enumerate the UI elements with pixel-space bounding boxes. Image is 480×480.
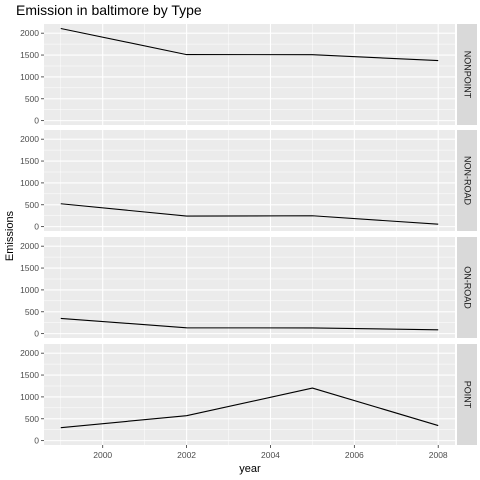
- y-tick-label: 1500: [20, 156, 39, 166]
- x-tick-label: 2008: [429, 450, 448, 460]
- y-tick-label: 500: [25, 414, 39, 424]
- series-line-on-road: [60, 317, 439, 331]
- y-tick-label: 1500: [20, 370, 39, 380]
- panel-non-road: 0 500 1000 1500 2000 NON-ROAD: [20, 130, 477, 232]
- y-tick-label: 1000: [20, 72, 39, 82]
- x-tick-label: 2002: [177, 450, 196, 460]
- panel-nonpoint: 0 500 1000 1500 2000 NONPOINT: [20, 24, 477, 126]
- x-tick-label: 2000: [93, 450, 112, 460]
- series-line-nonpoint: [60, 27, 439, 62]
- y-tick-label: 1500: [20, 263, 39, 273]
- panel-background: [44, 237, 455, 338]
- y-tick-label: 2000: [20, 28, 39, 38]
- y-tick-label: 2000: [20, 134, 39, 144]
- y-tick-label: 2000: [20, 348, 39, 358]
- facet-strip-label: POINT: [463, 381, 473, 409]
- x-tick-label: 2006: [345, 450, 364, 460]
- panel-background: [44, 24, 455, 125]
- panel-on-road: 0 500 1000 1500 2000 ON-ROAD: [20, 237, 477, 339]
- facet-strip-label: NONPOINT: [463, 51, 473, 99]
- y-tick-label: 500: [25, 200, 39, 210]
- x-tick-label: 2004: [261, 450, 280, 460]
- panel-background: [44, 130, 455, 231]
- facet-strip: [457, 344, 477, 445]
- y-axis-label: Emissions: [4, 210, 16, 261]
- y-tick-label: 1500: [20, 50, 39, 60]
- facet-strip: [457, 130, 477, 231]
- x-axis-label: year: [239, 463, 261, 475]
- y-tick-label: 2000: [20, 241, 39, 251]
- panel-point: 0 500 1000 1500 2000 POINT 2000 2002 2004 2006 200…: [20, 344, 477, 460]
- y-tick-label: 500: [25, 94, 39, 104]
- y-tick-label: 0: [34, 222, 39, 232]
- facet-strip-label: ON-ROAD: [463, 266, 473, 309]
- facet-strip: [457, 237, 477, 338]
- panel-background: [44, 344, 455, 445]
- y-tick-label: 0: [34, 329, 39, 339]
- panels-layer: 0 500 1000 1500 2000 NONPOINT 0 500 1000 1500 2000…: [20, 24, 477, 460]
- y-tick-label: 1000: [20, 392, 39, 402]
- series-line-point: [60, 387, 439, 429]
- y-tick-label: 1000: [20, 178, 39, 188]
- facet-strip: [457, 24, 477, 125]
- facet-strip-label: NON-ROAD: [463, 156, 473, 205]
- y-tick-label: 1000: [20, 285, 39, 295]
- series-line-non-road: [60, 203, 439, 225]
- chart-title: Emission in baltimore by Type: [16, 2, 202, 18]
- y-tick-label: 0: [34, 436, 39, 446]
- y-tick-label: 500: [25, 307, 39, 317]
- y-tick-label: 0: [34, 116, 39, 126]
